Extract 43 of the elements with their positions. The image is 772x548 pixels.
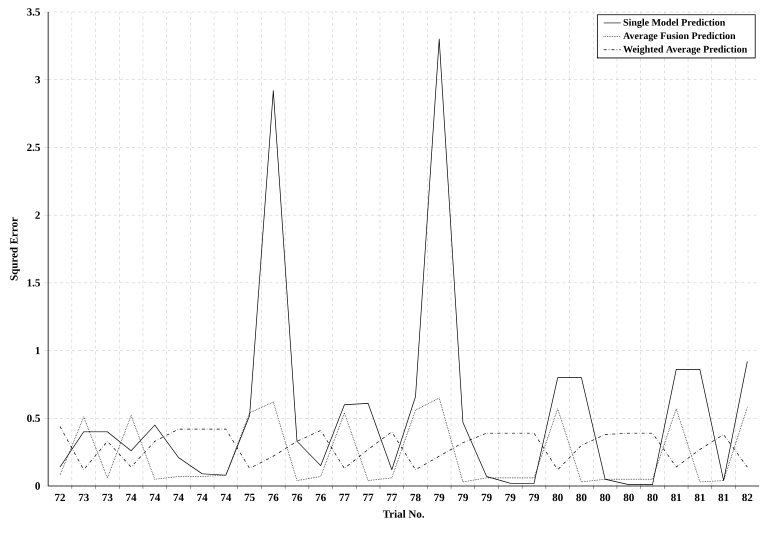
x-tick-label: 74 (197, 494, 208, 501)
y-tick-label: 2.5 (27, 144, 40, 152)
y-tick-label: 3.5 (27, 8, 40, 16)
x-tick-label: 74 (126, 494, 136, 501)
y-tick-label: 0.5 (27, 414, 40, 422)
x-tick-label: 72 (55, 494, 65, 502)
x-tick-label: 73 (78, 494, 89, 502)
legend-label: Average Fusion Prediction (623, 32, 736, 42)
x-tick-label: 80 (647, 494, 658, 502)
y-tick-label: 1 (36, 346, 40, 354)
x-tick-label: 80 (552, 494, 563, 502)
x-tick-label: 76 (292, 494, 302, 502)
x-tick-label: 81 (694, 494, 705, 502)
legend-label: Single Model Prediction (624, 18, 726, 28)
x-tick-label: 79 (434, 494, 444, 502)
y-axis-title: Squred Error (10, 217, 20, 280)
x-tick-label: 76 (268, 494, 278, 502)
x-tick-label: 75 (244, 494, 255, 502)
x-tick-label: 80 (576, 494, 586, 502)
x-tick-label: 80 (600, 494, 610, 502)
y-tick-label: 1.5 (28, 279, 40, 287)
x-tick-label: 81 (718, 494, 729, 502)
x-tick-label: 79 (458, 494, 468, 502)
x-tick-label: 74 (150, 494, 160, 501)
x-tick-label: 79 (529, 494, 540, 502)
x-tick-label: 77 (363, 494, 374, 501)
x-axis-title: Trial No. (382, 510, 424, 518)
x-tick-label: 78 (410, 494, 421, 502)
x-tick-label: 74 (221, 494, 232, 501)
x-tick-label: 73 (102, 494, 113, 502)
y-tick-label: 0 (35, 482, 40, 490)
legend-label: Weighted Average Prediction (623, 46, 748, 55)
x-tick-label: 79 (505, 494, 516, 502)
y-tick-label: 2 (35, 212, 40, 219)
x-tick-label: 80 (624, 494, 634, 502)
x-tick-label: 76 (316, 494, 326, 502)
x-tick-label: 82 (742, 494, 752, 502)
x-tick-label: 79 (482, 494, 492, 502)
x-tick-label: 74 (174, 494, 184, 501)
x-tick-label: 77 (386, 494, 398, 501)
x-tick-label: 77 (340, 494, 350, 501)
y-tick-label: 3 (35, 76, 40, 84)
x-tick-label: 81 (671, 494, 682, 502)
